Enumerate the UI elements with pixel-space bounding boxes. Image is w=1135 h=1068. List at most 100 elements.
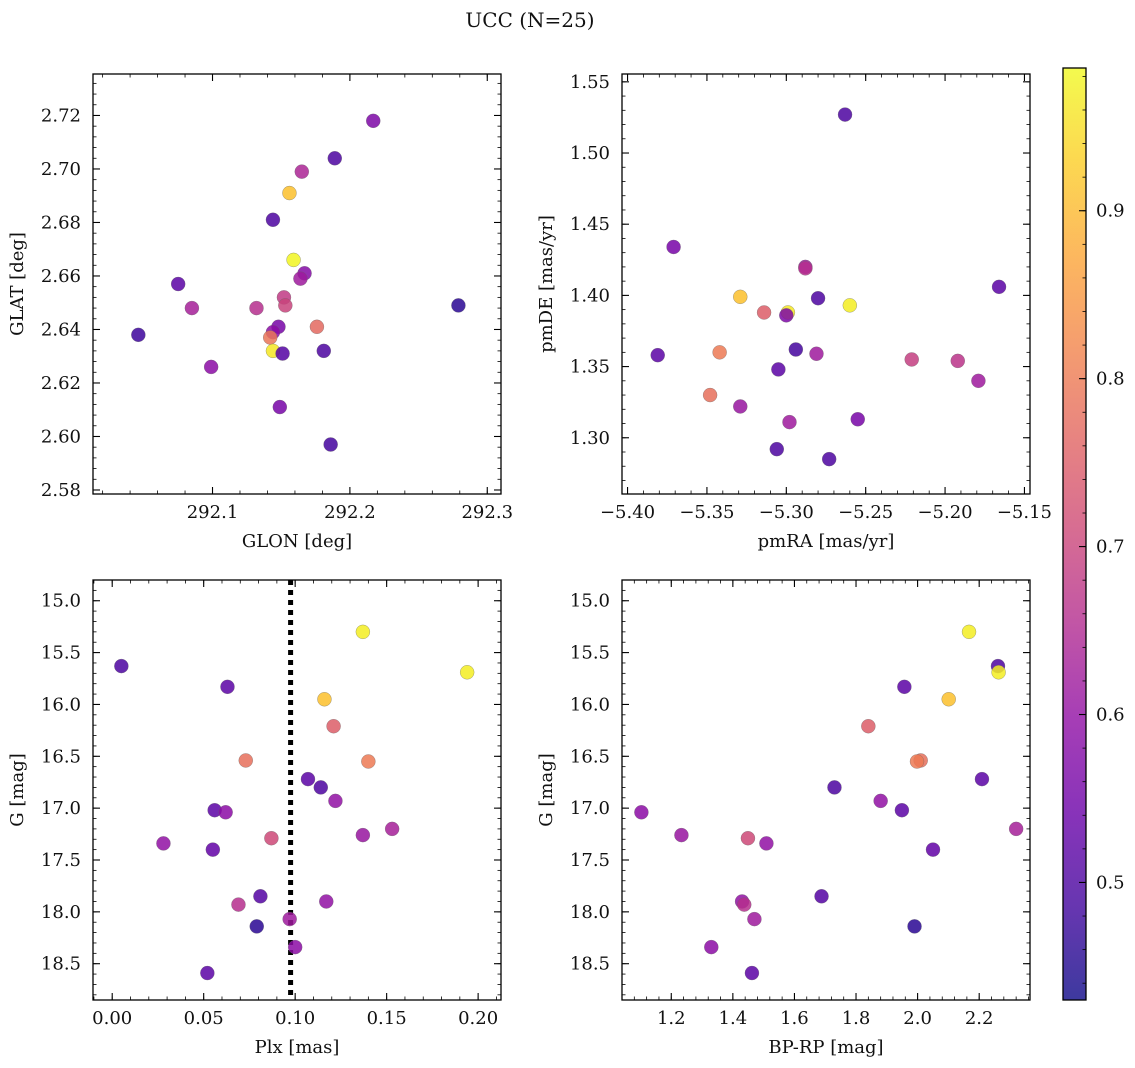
x-tick-label: −5.20: [917, 502, 972, 523]
scatter-point: [634, 805, 649, 820]
scatter-point: [769, 441, 785, 457]
x-axis-label: GLON [deg]: [242, 531, 352, 552]
scatter-point: [733, 399, 748, 414]
y-tick-label: 1.55: [570, 72, 610, 93]
y-axis-label: G [mag]: [7, 753, 28, 826]
scatter-point: [894, 802, 910, 818]
scatter-point: [782, 414, 797, 430]
scatter-point: [265, 212, 281, 228]
y-tick-label: 17.5: [41, 850, 81, 871]
scatter-point: [909, 754, 925, 769]
y-tick-label: 1.35: [570, 357, 610, 378]
y-tick-label: 15.0: [41, 591, 81, 612]
panel-top-left: 292.1 292.2 292.3 2.58 2.60 2.62 2.64 2.66 2.68 2…: [7, 73, 513, 552]
scatter-point: [771, 362, 786, 377]
y-tick-label: 17.0: [41, 798, 81, 819]
scatter-point: [925, 842, 941, 857]
y-tick-label: 2.62: [41, 373, 81, 394]
scatter-point: [814, 889, 829, 904]
scatter-point: [991, 665, 1006, 680]
scatter-point: [991, 279, 1007, 295]
scatter-point: [810, 290, 826, 306]
scatter-point: [904, 352, 919, 367]
scatter-point: [733, 289, 748, 305]
scatter-point: [674, 827, 689, 843]
y-axis-label: GLAT [deg]: [7, 232, 28, 336]
scatter-point: [287, 939, 303, 955]
x-tick-label: 2.2: [965, 1008, 994, 1029]
y-tick-label: 16.0: [41, 694, 81, 715]
plot-frame: [621, 579, 1031, 1001]
scatter-point: [779, 308, 794, 323]
scatter-point: [131, 327, 146, 343]
scatter-point: [300, 771, 316, 787]
colorbar: 0.5 0.6 0.7 0.8 0.9: [1062, 67, 1125, 1001]
x-tick-label: 2.0: [903, 1008, 932, 1029]
colorbar-tick-label: 0.8: [1096, 369, 1125, 390]
x-tick-label: −5.25: [838, 502, 893, 523]
scatter-point: [278, 298, 293, 313]
scatter-point: [798, 261, 813, 276]
scatter-point: [323, 437, 338, 452]
scatter-point: [365, 113, 381, 129]
y-axis-label: pmDE [mas/yr]: [536, 215, 557, 353]
x-tick-label: 1.4: [719, 1008, 748, 1029]
colorbar-tick-label: 0.6: [1096, 705, 1125, 726]
colorbar-gradient: [1063, 68, 1086, 1000]
scatter-point: [328, 793, 343, 809]
colorbar-tick-label: 0.7: [1096, 537, 1125, 558]
scatter-point: [249, 300, 264, 316]
plot-frame: [92, 579, 502, 1001]
scatter-point: [294, 164, 310, 179]
plot-frame: [621, 73, 1031, 495]
y-tick-label: 16.5: [570, 746, 610, 767]
y-tick-label: 2.68: [41, 212, 81, 233]
scatter-point: [316, 343, 332, 359]
scatter-point: [220, 679, 235, 695]
scatter-point: [317, 692, 332, 707]
y-tick-label: 15.5: [570, 643, 610, 664]
y-tick-label: 18.5: [41, 954, 81, 975]
scatter-point: [837, 107, 853, 122]
scatter-point: [1008, 821, 1024, 837]
x-tick-label: 0.20: [458, 1008, 498, 1029]
y-tick-label: 18.0: [41, 902, 81, 923]
y-tick-label: 18.5: [570, 954, 610, 975]
scatter-point: [203, 359, 219, 375]
x-tick-label: 1.8: [842, 1008, 871, 1029]
x-tick-label: 0.00: [92, 1008, 132, 1029]
scatter-point: [941, 692, 956, 707]
scatter-point: [971, 373, 986, 389]
scatter-point: [361, 754, 376, 769]
scatter-point: [788, 342, 804, 357]
x-tick-label: 0.05: [184, 1008, 224, 1029]
x-tick-label: 1.2: [657, 1008, 686, 1029]
scatter-point: [873, 793, 888, 809]
scatter-point: [459, 665, 475, 680]
x-tick-label: 292.2: [324, 502, 376, 523]
scatter-point: [842, 298, 858, 313]
scatter-point: [666, 239, 681, 255]
scatter-point: [759, 836, 774, 851]
y-tick-label: 16.0: [570, 694, 610, 715]
scatter-point: [355, 624, 371, 640]
scatter-point: [974, 771, 990, 787]
scatter-point: [736, 897, 752, 912]
panel-bottom-right: 1.2 1.4 1.6 1.8 2.0 2.2 15.0 15.5 16.0 16.5 17.0 17…: [536, 579, 1031, 1058]
y-tick-label: 2.70: [41, 159, 81, 180]
scatter-point: [170, 276, 186, 292]
scatter-point: [850, 412, 866, 427]
scatter-point: [326, 718, 341, 734]
scatter-point: [747, 911, 762, 927]
plot-frame: [92, 73, 502, 495]
y-tick-label: 2.60: [41, 426, 81, 447]
scatter-point: [286, 252, 301, 268]
scatter-point: [451, 298, 466, 313]
y-tick-label: 15.5: [41, 643, 81, 664]
scatter-point: [702, 387, 718, 403]
x-tick-label: 292.3: [461, 502, 513, 523]
x-tick-label: 0.15: [367, 1008, 407, 1029]
scatter-point: [950, 353, 966, 369]
x-tick-label: 0.10: [275, 1008, 315, 1029]
scatter-point: [249, 919, 264, 934]
